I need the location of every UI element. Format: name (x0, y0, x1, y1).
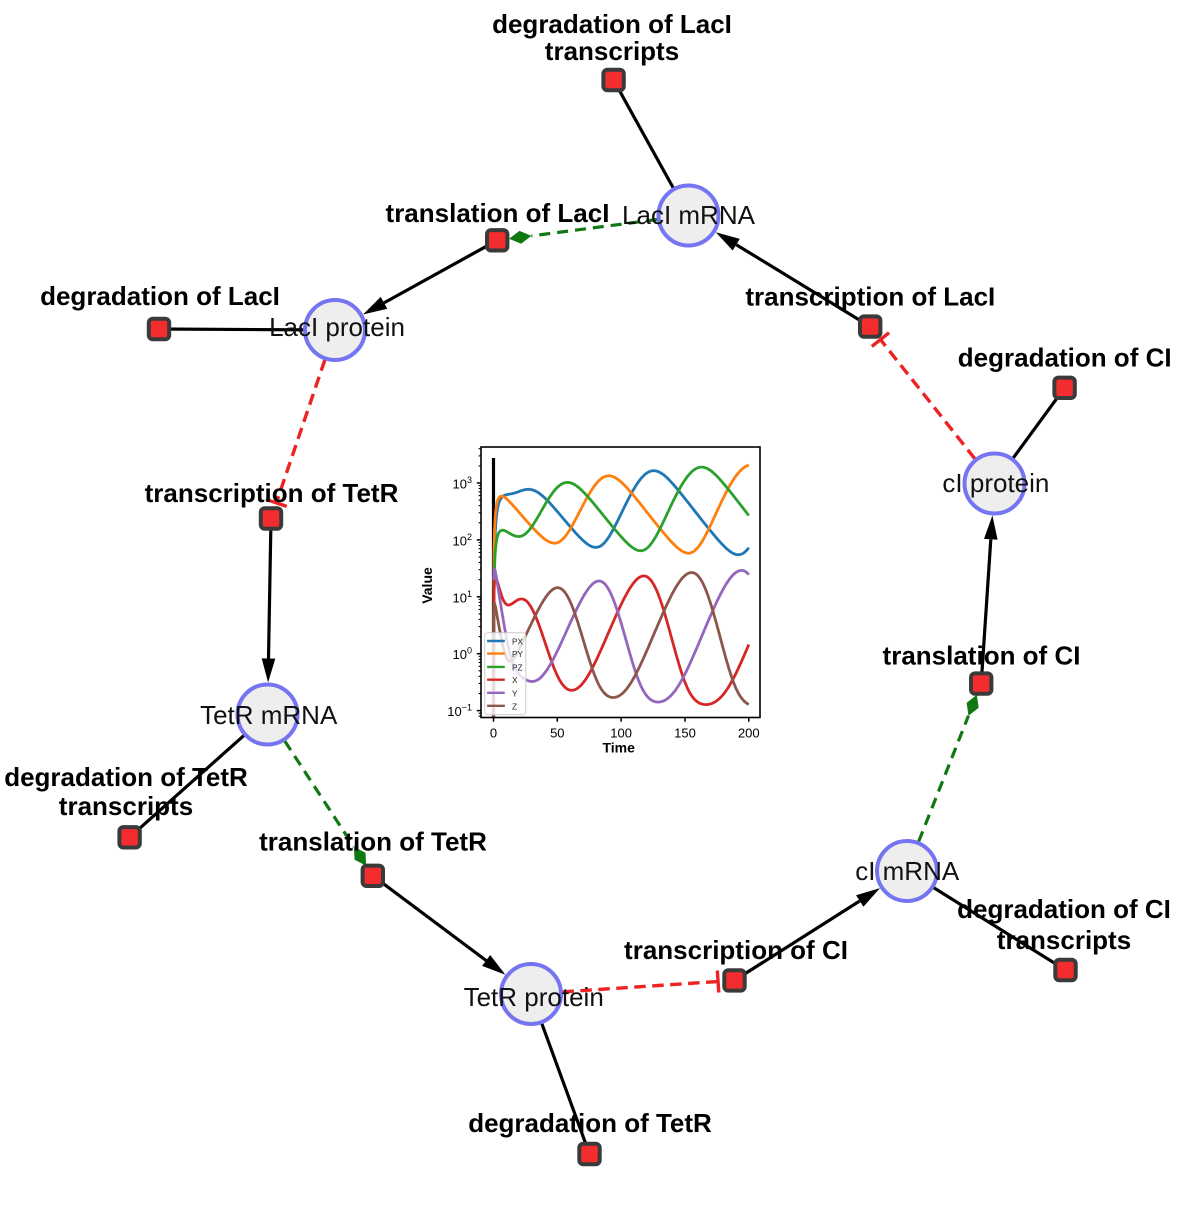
svg-text:150: 150 (674, 725, 696, 740)
svg-text:degradation of LacI: degradation of LacI (492, 9, 732, 39)
svg-text:LacI mRNA: LacI mRNA (622, 200, 756, 230)
svg-text:transcripts: transcripts (997, 925, 1131, 955)
svg-text:degradation of TetR: degradation of TetR (468, 1108, 712, 1138)
svg-text:Z: Z (512, 701, 517, 711)
svg-text:PY: PY (512, 649, 524, 659)
svg-text:PX: PX (512, 637, 524, 647)
svg-text:translation of LacI: translation of LacI (386, 198, 610, 228)
svg-text:50: 50 (550, 725, 564, 740)
svg-text:degradation of CI: degradation of CI (957, 894, 1171, 924)
svg-text:Y: Y (512, 688, 518, 698)
svg-text:degradation of LacI: degradation of LacI (40, 281, 280, 311)
svg-text:Time: Time (602, 740, 635, 756)
svg-text:PZ: PZ (512, 662, 523, 672)
svg-text:translation of CI: translation of CI (883, 641, 1081, 671)
svg-text:translation of TetR: translation of TetR (259, 827, 487, 857)
svg-text:degradation of TetR: degradation of TetR (4, 762, 248, 792)
svg-text:200: 200 (738, 725, 760, 740)
svg-text:Value: Value (419, 567, 435, 604)
svg-text:0: 0 (490, 725, 497, 740)
svg-text:transcription of CI: transcription of CI (624, 935, 848, 965)
svg-text:transcription of TetR: transcription of TetR (145, 478, 399, 508)
svg-text:X: X (512, 675, 518, 685)
svg-text:100: 100 (610, 725, 632, 740)
svg-text:TetR protein: TetR protein (464, 982, 604, 1012)
svg-text:transcripts: transcripts (59, 791, 193, 821)
svg-text:transcripts: transcripts (545, 36, 679, 66)
svg-text:TetR mRNA: TetR mRNA (200, 700, 338, 730)
svg-text:transcription of LacI: transcription of LacI (745, 282, 995, 312)
svg-text:cI mRNA: cI mRNA (855, 856, 960, 886)
svg-text:degradation of CI: degradation of CI (958, 342, 1172, 372)
svg-text:LacI protein: LacI protein (269, 312, 405, 342)
svg-text:cI protein: cI protein (942, 468, 1049, 498)
